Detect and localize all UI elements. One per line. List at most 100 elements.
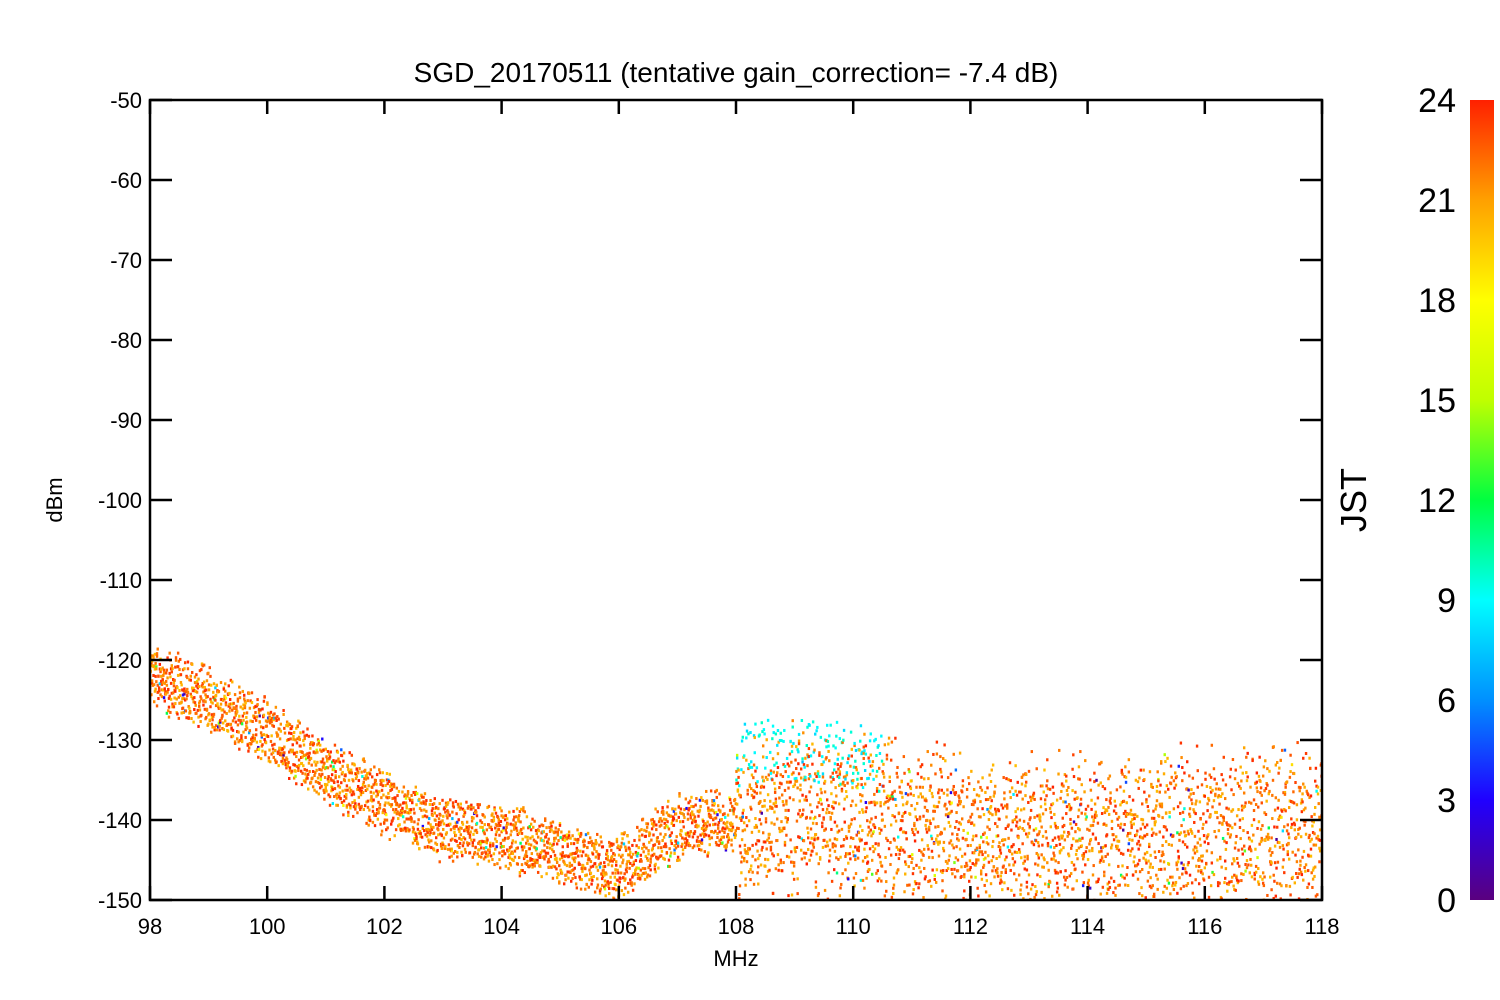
noise-point	[477, 854, 481, 858]
noise-point	[804, 775, 807, 779]
noise-point	[1254, 847, 1257, 851]
noise-point	[696, 809, 699, 813]
noise-point	[162, 671, 166, 675]
noise-point	[300, 761, 304, 765]
noise-point	[1037, 856, 1041, 860]
noise-point	[361, 783, 365, 787]
noise-point	[1053, 868, 1057, 872]
noise-point	[304, 772, 307, 776]
noise-point	[539, 852, 542, 856]
noise-point	[1086, 858, 1090, 862]
noise-point	[416, 840, 419, 844]
noise-point	[1238, 864, 1241, 868]
noise-point	[1031, 841, 1034, 845]
noise-point	[1134, 870, 1138, 874]
noise-point	[1235, 834, 1238, 838]
noise-point	[1074, 839, 1078, 843]
noise-point	[1078, 828, 1081, 832]
noise-point	[923, 866, 926, 870]
noise-point	[435, 842, 439, 846]
noise-point	[1022, 819, 1026, 823]
noise-point	[866, 860, 870, 864]
noise-point	[849, 845, 852, 849]
noise-point	[428, 829, 432, 833]
noise-point	[501, 854, 504, 858]
noise-point	[1108, 799, 1112, 803]
noise-point	[842, 838, 846, 842]
noise-point	[844, 854, 847, 858]
noise-point	[517, 856, 521, 860]
noise-point	[222, 728, 226, 732]
noise-point	[702, 819, 705, 823]
noise-point	[1246, 775, 1249, 779]
noise-point	[752, 763, 756, 767]
noise-point	[894, 911, 896, 914]
noise-point	[1144, 896, 1147, 900]
noise-point	[885, 836, 888, 840]
noise-point	[195, 711, 198, 715]
noise-point	[1190, 788, 1193, 792]
noise-point	[504, 828, 508, 832]
noise-point	[697, 847, 701, 851]
noise-point	[1155, 832, 1158, 836]
noise-point	[566, 844, 569, 848]
noise-point	[615, 837, 619, 841]
noise-point	[281, 762, 285, 766]
noise-point	[925, 827, 928, 831]
noise-point	[1064, 869, 1067, 873]
noise-point	[1091, 823, 1095, 827]
noise-point	[831, 845, 835, 849]
noise-point	[441, 819, 444, 823]
noise-point	[414, 790, 418, 794]
noise-point	[334, 776, 337, 780]
noise-point	[1020, 883, 1023, 887]
noise-point	[1075, 879, 1079, 883]
noise-point	[849, 730, 853, 734]
noise-point	[458, 829, 461, 833]
noise-point	[246, 699, 249, 703]
noise-point	[305, 768, 309, 772]
noise-point	[209, 683, 213, 687]
noise-point	[1254, 781, 1257, 785]
noise-point	[906, 793, 910, 797]
noise-point	[652, 824, 655, 828]
noise-point	[1096, 910, 1098, 913]
noise-point	[166, 690, 169, 694]
noise-point	[808, 723, 811, 727]
noise-point	[497, 821, 500, 825]
noise-point	[1200, 870, 1203, 874]
noise-point	[874, 815, 877, 819]
noise-point	[914, 815, 917, 819]
noise-point	[887, 806, 890, 810]
noise-point	[885, 757, 889, 761]
noise-point	[528, 847, 531, 851]
noise-point	[484, 855, 487, 859]
noise-point	[327, 775, 330, 779]
noise-point	[763, 732, 766, 736]
noise-point	[264, 753, 267, 757]
noise-point	[905, 802, 908, 806]
noise-point	[647, 849, 650, 853]
noise-point	[565, 837, 569, 841]
noise-point	[564, 878, 567, 882]
noise-point	[741, 829, 744, 833]
noise-point	[801, 812, 804, 816]
noise-point	[307, 734, 311, 738]
noise-point	[395, 786, 399, 790]
noise-point	[942, 846, 945, 850]
noise-point	[1038, 817, 1041, 821]
noise-point	[438, 860, 441, 864]
noise-point	[357, 795, 361, 799]
noise-point	[196, 686, 200, 690]
noise-point	[844, 852, 848, 856]
noise-point	[202, 690, 205, 694]
noise-point	[697, 840, 700, 844]
noise-point	[1208, 773, 1211, 777]
noise-point	[1242, 844, 1246, 848]
noise-point	[792, 741, 795, 745]
noise-point	[247, 749, 250, 753]
noise-point	[896, 775, 899, 779]
noise-point	[380, 788, 384, 792]
noise-point	[247, 746, 251, 750]
noise-point	[815, 822, 818, 826]
